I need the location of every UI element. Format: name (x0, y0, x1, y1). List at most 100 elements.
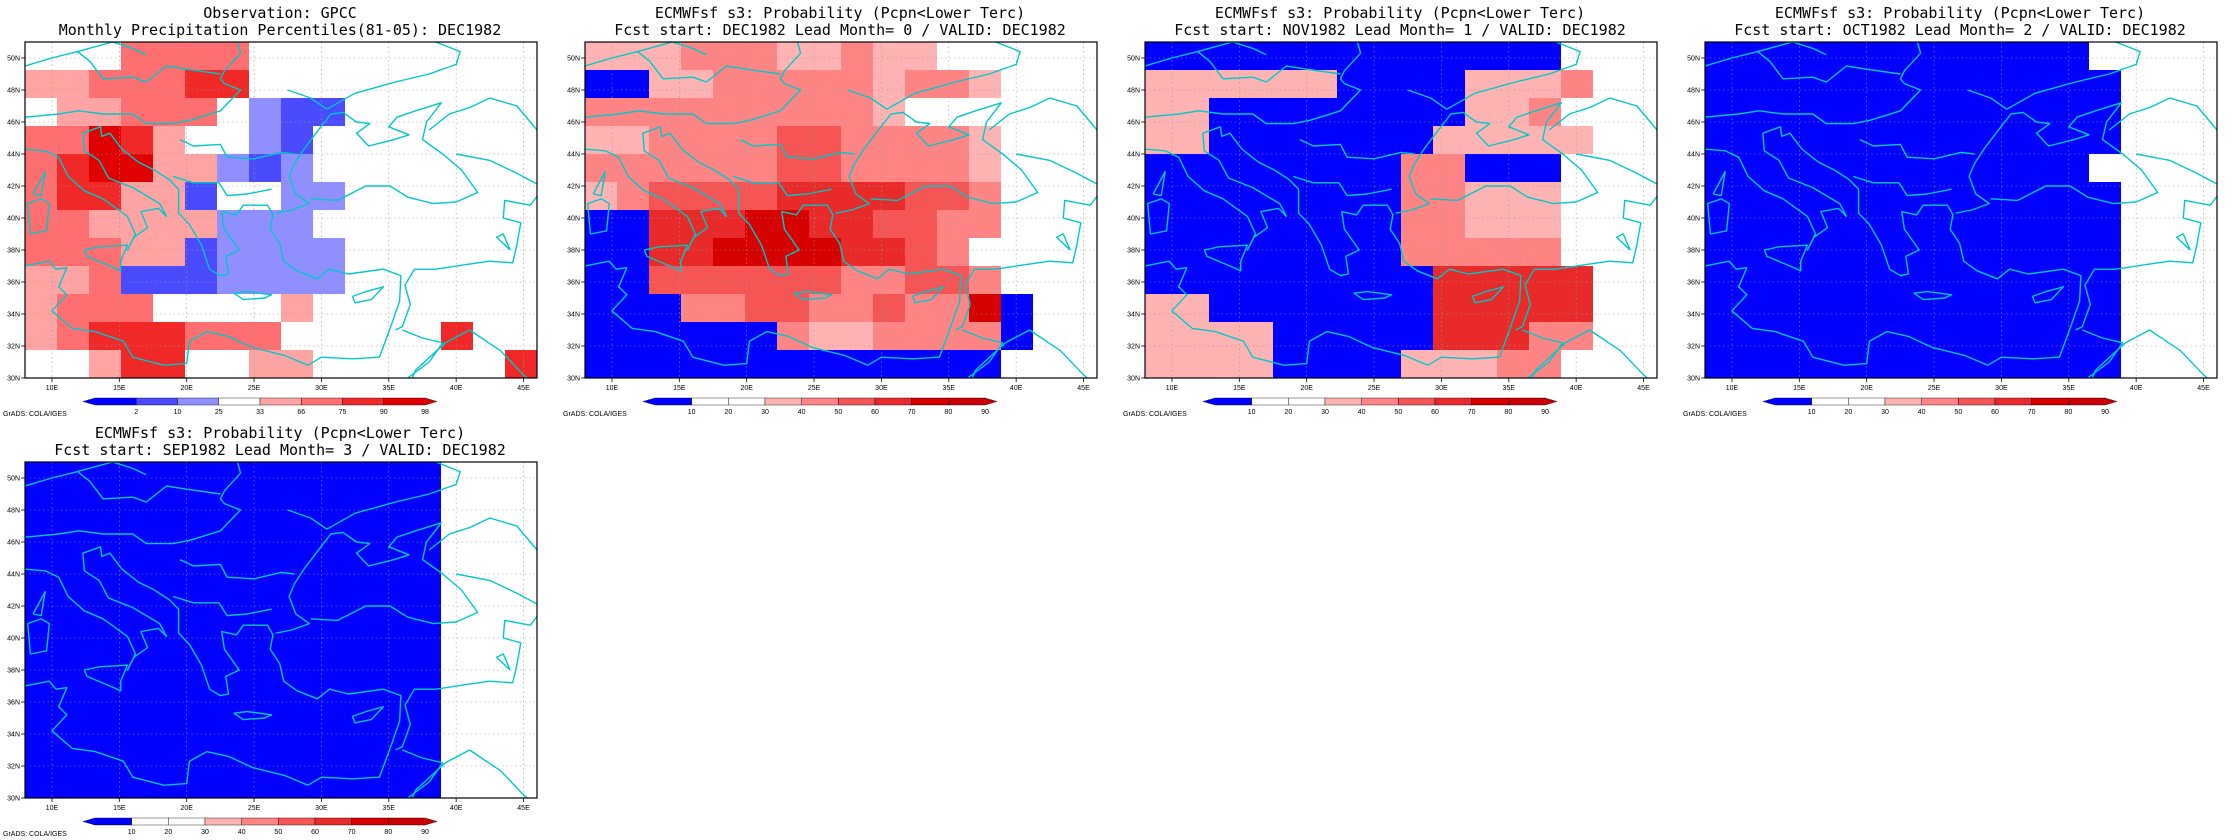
map-panel-lead0: ECMWFsf s3: Probability (Pcpn<Lower Terc… (560, 0, 1120, 420)
grid-cell (313, 686, 345, 714)
grid-cell (969, 182, 1001, 210)
grid-cell (89, 658, 121, 686)
grid-cell (281, 546, 313, 574)
grid-cell (937, 294, 969, 322)
grid-cell (1145, 350, 1177, 378)
colorbar-segment (168, 817, 206, 826)
grid-cell (249, 518, 281, 546)
colorbar-segment (1508, 397, 1558, 406)
colorbar-segment (278, 817, 316, 826)
grid-cell (121, 350, 153, 378)
grid-cell (1561, 126, 1593, 154)
grid-cell (745, 42, 777, 70)
grid-cell (1337, 70, 1369, 98)
map-panel-lead3: ECMWFsf s3: Probability (Pcpn<Lower Terc… (0, 420, 560, 840)
coastline (395, 153, 537, 331)
colorbar-segment (911, 397, 949, 406)
colorbar-label: 60 (1991, 409, 1999, 416)
grid-cell (2057, 294, 2089, 322)
grid-cell (377, 462, 409, 490)
lat-tick-label: 42N (1687, 184, 1700, 191)
lat-tick-label: 44N (567, 152, 580, 159)
grid-cell (649, 238, 681, 266)
map-svg: ECMWFsf s3: Probability (Pcpn<Lower Terc… (563, 4, 1098, 418)
grads-credit: GrADS: COLA/IGES (563, 411, 627, 418)
colorbar-segment (728, 397, 766, 406)
colorbar-segment (351, 817, 389, 826)
grid-cell (617, 350, 649, 378)
lon-tick-label: 20E (740, 385, 753, 392)
grid-cell (1833, 98, 1865, 126)
colorbar-label: 70 (908, 409, 916, 416)
lat-tick-label: 50N (7, 476, 20, 483)
coastline (637, 42, 707, 56)
grid-cell (89, 518, 121, 546)
grid-cell (969, 70, 1001, 98)
coastline (428, 97, 537, 132)
colorbar-segment (1884, 397, 1922, 406)
grid-cell (377, 742, 409, 770)
grid-cell (1433, 350, 1465, 378)
grid-cell (1241, 210, 1273, 238)
grid-cell (1929, 238, 1961, 266)
lat-tick-label: 42N (7, 184, 20, 191)
grid-cell (1993, 238, 2025, 266)
coastline (25, 462, 242, 545)
lat-tick-label: 40N (7, 216, 20, 223)
colorbar-label: 30 (1881, 409, 1889, 416)
panel-title: ECMWFsf s3: Probability (Pcpn<Lower Terc… (1215, 4, 1585, 22)
grid-cell (1833, 322, 1865, 350)
grid-cell (217, 686, 249, 714)
coastline (287, 42, 461, 110)
grid-cell (1801, 98, 1833, 126)
grid-cell (313, 238, 345, 266)
grid-cell (617, 210, 649, 238)
grid-cell (409, 630, 441, 658)
colorbar-label: 80 (2064, 409, 2072, 416)
lat-tick-label: 34N (567, 312, 580, 319)
coastline (1705, 50, 1901, 83)
grid-cell (281, 770, 313, 798)
colorbar-segment (801, 397, 839, 406)
coastline (25, 546, 402, 786)
grid-cell (2089, 70, 2121, 98)
grid-cell (617, 182, 649, 210)
lon-tick-label: 30E (875, 385, 888, 392)
grid-cell (409, 658, 441, 686)
grid-cell (217, 518, 249, 546)
grid-cell (777, 238, 809, 266)
lat-tick-label: 42N (1127, 184, 1140, 191)
lat-tick-label: 34N (1687, 312, 1700, 319)
lon-tick-label: 15E (1793, 385, 1806, 392)
coastline (275, 102, 479, 214)
grid-cell (89, 630, 121, 658)
colorbar-segment (1361, 397, 1399, 406)
grid-cell (1209, 322, 1241, 350)
grid-cell (153, 98, 185, 126)
grid-cell (1737, 70, 1769, 98)
grid-cell (1993, 154, 2025, 182)
grid-cell (777, 266, 809, 294)
grid-cell (905, 350, 937, 378)
grid-cell (1769, 154, 1801, 182)
grid-cell (1865, 154, 1897, 182)
grid-cell (1465, 350, 1497, 378)
colorbar-segment (2068, 397, 2118, 406)
grid-cell (313, 462, 345, 490)
grid-cell (841, 322, 873, 350)
grid-cell (1833, 126, 1865, 154)
grid-cell (1369, 210, 1401, 238)
grid-cell (121, 574, 153, 602)
grid-cell (1897, 294, 1929, 322)
grid-cell (713, 294, 745, 322)
grid-cell (281, 574, 313, 602)
grid-cell (1865, 126, 1897, 154)
grid-cell (57, 630, 89, 658)
colorbar-label: 25 (215, 409, 223, 416)
grid-cell (1433, 182, 1465, 210)
grid-cell (2089, 210, 2121, 238)
lat-tick-label: 30N (7, 376, 20, 383)
coastline (1548, 97, 1657, 132)
coastline (27, 198, 50, 235)
grid-cell (745, 350, 777, 378)
